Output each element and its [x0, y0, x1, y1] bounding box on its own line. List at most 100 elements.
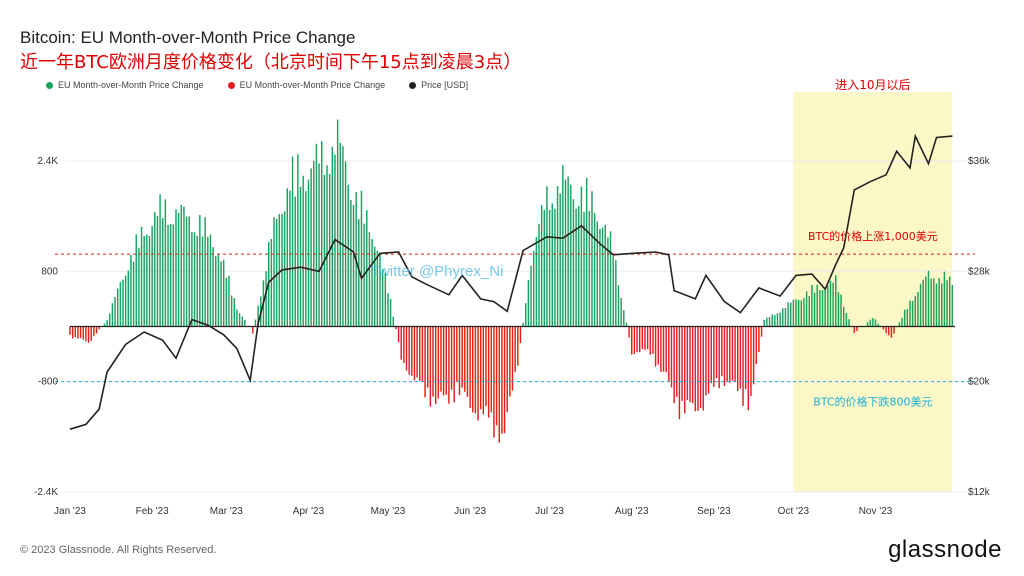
negative-change-bar	[517, 326, 519, 366]
positive-change-bar	[238, 313, 241, 327]
right-axis-tick-label: $20k	[968, 377, 991, 388]
positive-change-bar	[143, 235, 145, 327]
negative-change-bar	[736, 326, 739, 392]
positive-change-bar	[948, 276, 951, 327]
positive-change-bar	[540, 205, 543, 327]
positive-change-bar	[392, 316, 394, 327]
highlight-label: 进入10月以后	[835, 78, 910, 92]
positive-change-bar	[824, 289, 826, 327]
positive-change-bar	[307, 179, 310, 327]
positive-change-bar	[848, 319, 850, 327]
positive-change-bar	[591, 191, 593, 327]
positive-change-bar	[620, 298, 622, 327]
positive-change-bar	[805, 291, 808, 327]
positive-change-bar	[530, 265, 532, 327]
positive-change-bar	[204, 217, 206, 327]
positive-change-bar	[877, 323, 879, 327]
positive-change-bar	[273, 217, 275, 327]
positive-change-bar	[148, 236, 151, 327]
legend-label-negative: EU Month-over-Month Price Change	[239, 80, 386, 90]
positive-change-bar	[310, 168, 312, 327]
positive-change-bar	[315, 143, 318, 327]
negative-change-bar	[707, 326, 710, 394]
negative-change-bar	[670, 326, 673, 388]
negative-change-bar	[448, 326, 450, 404]
positive-change-bar	[209, 234, 212, 327]
positive-change-bar	[811, 285, 813, 327]
positive-change-bar	[127, 270, 130, 327]
positive-change-bar	[551, 203, 553, 327]
positive-change-bar	[938, 278, 940, 327]
positive-change-bar	[331, 146, 334, 327]
negative-change-bar	[678, 326, 681, 420]
positive-change-bar	[344, 161, 347, 327]
x-axis-tick-label: Mar '23	[210, 506, 243, 517]
legend-item-negative[interactable]: EU Month-over-Month Price Change	[227, 80, 386, 90]
positive-change-bar	[869, 319, 871, 327]
positive-change-bar	[172, 224, 175, 327]
positive-change-bar	[119, 282, 122, 327]
negative-change-bar	[482, 326, 485, 415]
x-axis-tick-label: Jul '23	[535, 506, 564, 517]
positive-change-bar	[212, 247, 214, 327]
negative-change-bar	[657, 326, 659, 365]
legend-item-price[interactable]: Price [USD]	[409, 80, 468, 90]
positive-change-bar	[819, 290, 821, 327]
negative-change-bar	[461, 326, 463, 388]
positive-change-bar	[169, 224, 172, 327]
negative-change-bar	[469, 326, 471, 408]
positive-change-bar	[919, 283, 922, 327]
negative-change-bar	[628, 326, 630, 338]
negative-change-bar	[432, 326, 434, 397]
left-axis-tick-label: -2.4K	[34, 487, 58, 498]
negative-change-bar	[713, 326, 715, 387]
negative-change-bar	[514, 326, 516, 373]
negative-change-bar	[631, 326, 633, 355]
positive-change-bar	[795, 299, 797, 327]
positive-change-bar	[933, 278, 935, 327]
positive-change-bar	[124, 275, 127, 327]
positive-change-bar	[326, 165, 328, 327]
positive-change-bar	[225, 278, 228, 327]
positive-change-bar	[525, 303, 527, 327]
negative-change-bar	[400, 326, 402, 360]
negative-change-bar	[636, 326, 638, 353]
legend-label-price: Price [USD]	[421, 80, 469, 90]
negative-change-bar	[691, 326, 694, 404]
positive-change-bar	[244, 319, 246, 327]
negative-change-bar	[503, 326, 506, 434]
positive-change-bar	[114, 297, 116, 327]
negative-change-bar	[654, 326, 657, 367]
legend-dot-positive	[46, 81, 53, 89]
negative-change-bar	[397, 326, 400, 343]
right-axis-tick-label: $12k	[968, 487, 991, 498]
negative-change-bar	[715, 326, 718, 379]
positive-change-bar	[389, 298, 392, 327]
positive-change-bar	[302, 175, 304, 327]
positive-change-bar	[323, 174, 326, 327]
negative-change-bar	[752, 326, 755, 385]
positive-change-bar	[617, 285, 620, 327]
negative-change-bar	[638, 326, 641, 353]
positive-change-bar	[215, 255, 217, 327]
positive-change-bar	[130, 254, 132, 327]
negative-change-bar	[893, 326, 895, 334]
negative-change-bar	[450, 326, 453, 390]
positive-change-bar	[792, 299, 795, 327]
positive-change-bar	[782, 308, 784, 327]
positive-change-bar	[562, 165, 564, 327]
negative-change-bar	[662, 326, 665, 372]
negative-change-bar	[453, 326, 455, 403]
legend-label-positive: EU Month-over-Month Price Change	[58, 80, 204, 90]
negative-change-bar	[726, 326, 728, 383]
positive-change-bar	[845, 312, 848, 327]
negative-change-bar	[71, 326, 74, 339]
positive-change-bar	[278, 213, 281, 327]
negative-change-bar	[90, 326, 92, 341]
negative-change-bar	[673, 326, 675, 404]
positive-change-bar	[930, 278, 932, 327]
positive-change-bar	[527, 279, 530, 327]
positive-change-bar	[559, 193, 561, 327]
legend-item-positive[interactable]: EU Month-over-Month Price Change	[46, 80, 204, 90]
